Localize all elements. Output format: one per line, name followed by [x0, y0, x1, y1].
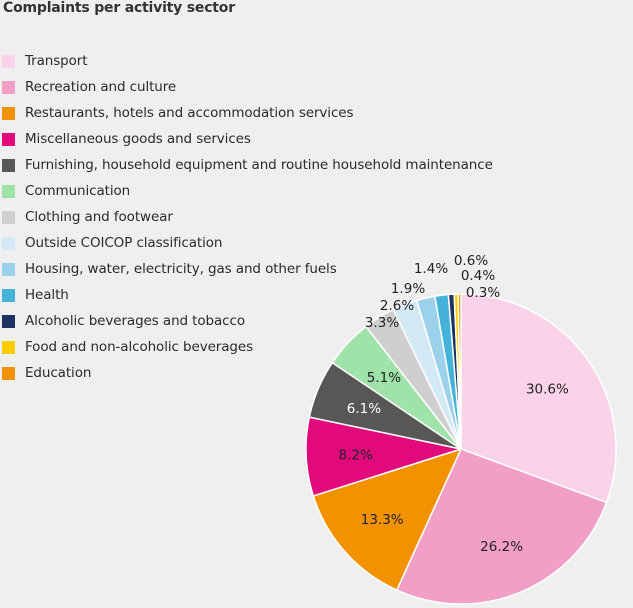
- pie-slice: [395, 448, 608, 605]
- legend-swatch: [2, 80, 15, 94]
- legend-item: Food and non-alcoholic beverages: [2, 334, 493, 360]
- legend-item: Miscellaneous goods and services: [2, 126, 493, 152]
- legend: Transport Recreation and culture Restauran…: [2, 48, 493, 386]
- legend-label: Communication: [25, 183, 131, 199]
- slice-label: 8.2%: [339, 447, 373, 463]
- legend-label: Housing, water, electricity, gas and oth…: [25, 261, 337, 277]
- legend-swatch: [2, 132, 15, 146]
- slice-label: 2.6%: [380, 298, 414, 314]
- legend-item: Restaurants, hotels and accommodation se…: [2, 100, 493, 126]
- slice-label: 5.1%: [367, 370, 401, 386]
- slice-label: 13.3%: [361, 512, 404, 528]
- legend-swatch: [2, 236, 15, 250]
- legend-item: Health: [2, 282, 493, 308]
- pie-slice: [460, 293, 617, 504]
- legend-swatch: [2, 314, 15, 328]
- legend-swatch: [2, 288, 15, 302]
- legend-label: Outside COICOP classification: [25, 235, 223, 251]
- legend-item: Housing, water, electricity, gas and oth…: [2, 256, 493, 282]
- legend-swatch: [2, 262, 15, 276]
- legend-item: Clothing and footwear: [2, 204, 493, 230]
- slice-label: 0.4%: [461, 268, 495, 284]
- legend-label: Furnishing, household equipment and rout…: [25, 157, 493, 173]
- legend-swatch: [2, 106, 15, 120]
- legend-swatch: [2, 54, 15, 68]
- legend-label: Clothing and footwear: [25, 209, 173, 225]
- slice-label: 1.9%: [391, 281, 425, 297]
- legend-swatch: [2, 210, 15, 224]
- legend-item: Education: [2, 360, 493, 386]
- chart-title: Complaints per activity sector: [3, 0, 235, 16]
- slice-label: 26.2%: [480, 539, 523, 555]
- legend-item: Recreation and culture: [2, 74, 493, 100]
- pie-slices: [305, 293, 617, 605]
- legend-item: Communication: [2, 178, 493, 204]
- slice-label: 0.6%: [454, 253, 488, 269]
- legend-swatch: [2, 184, 15, 198]
- legend-swatch: [2, 340, 15, 354]
- legend-item: Outside COICOP classification: [2, 230, 493, 256]
- legend-label: Transport: [25, 53, 88, 69]
- pie-slice: [457, 293, 462, 450]
- legend-label: Miscellaneous goods and services: [25, 131, 251, 147]
- legend-swatch: [2, 366, 15, 380]
- legend-item: Alcoholic beverages and tobacco: [2, 308, 493, 334]
- legend-item: Furnishing, household equipment and rout…: [2, 152, 493, 178]
- legend-label: Food and non-alcoholic beverages: [25, 339, 254, 355]
- legend-label: Alcoholic beverages and tobacco: [25, 313, 245, 329]
- legend-label: Recreation and culture: [25, 79, 177, 95]
- legend-label: Health: [25, 287, 69, 303]
- slice-label: 6.1%: [347, 401, 381, 417]
- slice-label: 30.6%: [526, 382, 569, 398]
- legend-label: Education: [25, 365, 92, 381]
- legend-label: Restaurants, hotels and accommodation se…: [25, 105, 354, 121]
- slice-label: 0.3%: [466, 285, 500, 301]
- pie-labels: 30.6% 26.2% 13.3% 8.2% 6.1% 5.1% 3.3%2.6%1.9% 1…: [339, 253, 569, 555]
- legend-swatch: [2, 158, 15, 172]
- slice-label: 3.3%: [365, 315, 399, 331]
- slice-label: 1.4%: [414, 261, 448, 277]
- legend-item: Transport: [2, 48, 493, 74]
